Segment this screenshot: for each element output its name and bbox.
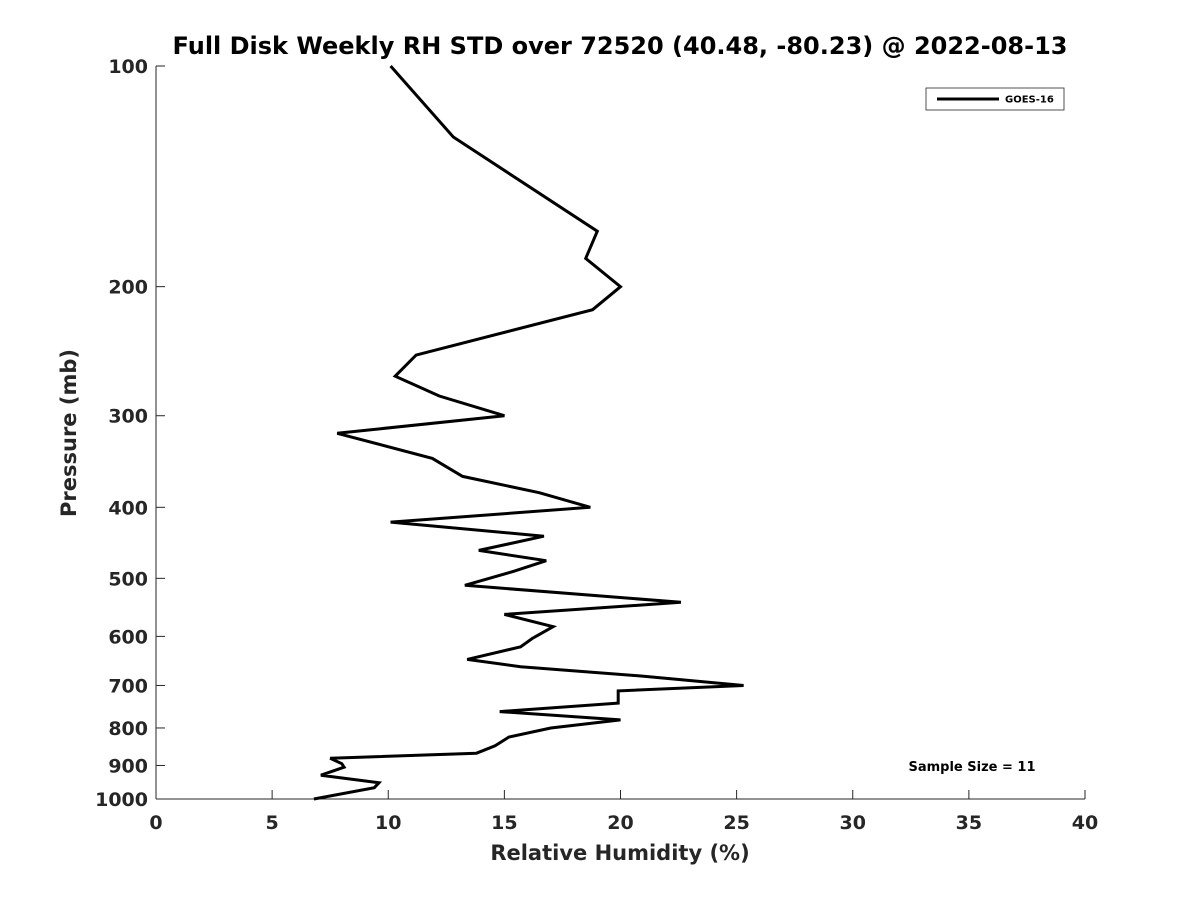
x-tick-label-5: 5 <box>266 812 279 834</box>
y-axis-label: Pressure (mb) <box>57 349 81 517</box>
x-axis-label: Relative Humidity (%) <box>490 841 749 865</box>
sample-size-annotation: Sample Size = 11 <box>908 760 1035 775</box>
legend-label-goes-16: GOES-16 <box>1005 95 1054 106</box>
series-layer <box>313 65 744 801</box>
y-ticks: 100 200 300 400 500 600 700 800 900 1000 <box>95 56 165 811</box>
y-tick-label-300: 300 <box>108 406 148 428</box>
y-tick-label-600: 600 <box>108 626 148 648</box>
series-line-goes-16 <box>313 65 744 801</box>
y-tick-label-500: 500 <box>108 568 148 590</box>
x-tick-label-35: 35 <box>956 812 982 834</box>
chart-title: Full Disk Weekly RH STD over 72520 (40.4… <box>173 32 1068 60</box>
x-tick-label-30: 30 <box>840 812 866 834</box>
y-tick-label-1000: 1000 <box>95 789 148 811</box>
x-ticks: 0 5 10 15 20 25 30 35 40 <box>149 790 1098 834</box>
x-tick-label-25: 25 <box>723 812 749 834</box>
y-tick-label-900: 900 <box>108 755 148 777</box>
x-tick-label-40: 40 <box>1072 812 1098 834</box>
y-tick-label-100: 100 <box>108 56 148 78</box>
y-tick-label-800: 800 <box>108 718 148 740</box>
x-tick-label-20: 20 <box>607 812 633 834</box>
x-tick-label-10: 10 <box>375 812 401 834</box>
x-tick-label-0: 0 <box>149 812 162 834</box>
legend: GOES-16 <box>925 87 1065 111</box>
x-tick-label-15: 15 <box>491 812 517 834</box>
y-tick-label-400: 400 <box>108 497 148 519</box>
y-tick-label-200: 200 <box>108 277 148 299</box>
y-tick-label-700: 700 <box>108 675 148 697</box>
